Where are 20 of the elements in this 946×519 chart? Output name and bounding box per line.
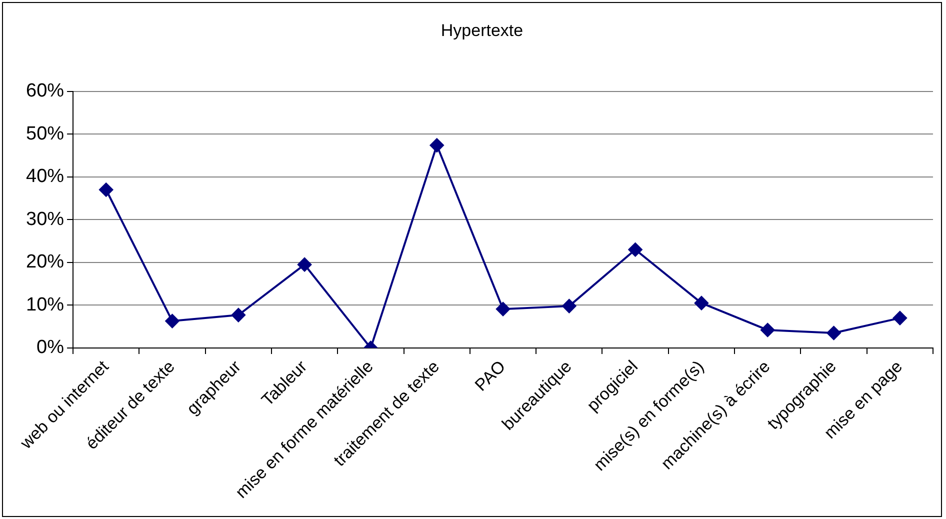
point	[99, 182, 114, 197]
point	[231, 308, 246, 322]
point	[430, 138, 444, 152]
y-tick-label: 40%	[26, 166, 64, 188]
point	[298, 258, 312, 272]
y-tick-label: 50%	[26, 123, 64, 144]
point	[826, 326, 841, 340]
point	[892, 311, 907, 326]
y-tick-label: 20%	[26, 252, 64, 273]
point	[165, 314, 180, 328]
point	[628, 242, 642, 257]
y-tick-label: 30%	[26, 208, 64, 230]
y-tick-label: 60%	[26, 80, 64, 102]
chart-title: Hypertexte	[440, 20, 524, 40]
point	[760, 323, 775, 338]
y-tick-label: 10%	[26, 294, 64, 316]
y-tick-label: 0%	[36, 337, 64, 358]
point	[694, 296, 708, 310]
point	[562, 299, 576, 314]
point	[496, 302, 510, 316]
